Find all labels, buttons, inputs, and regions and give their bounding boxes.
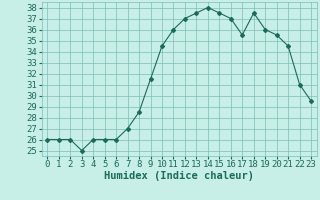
X-axis label: Humidex (Indice chaleur): Humidex (Indice chaleur) (104, 171, 254, 181)
